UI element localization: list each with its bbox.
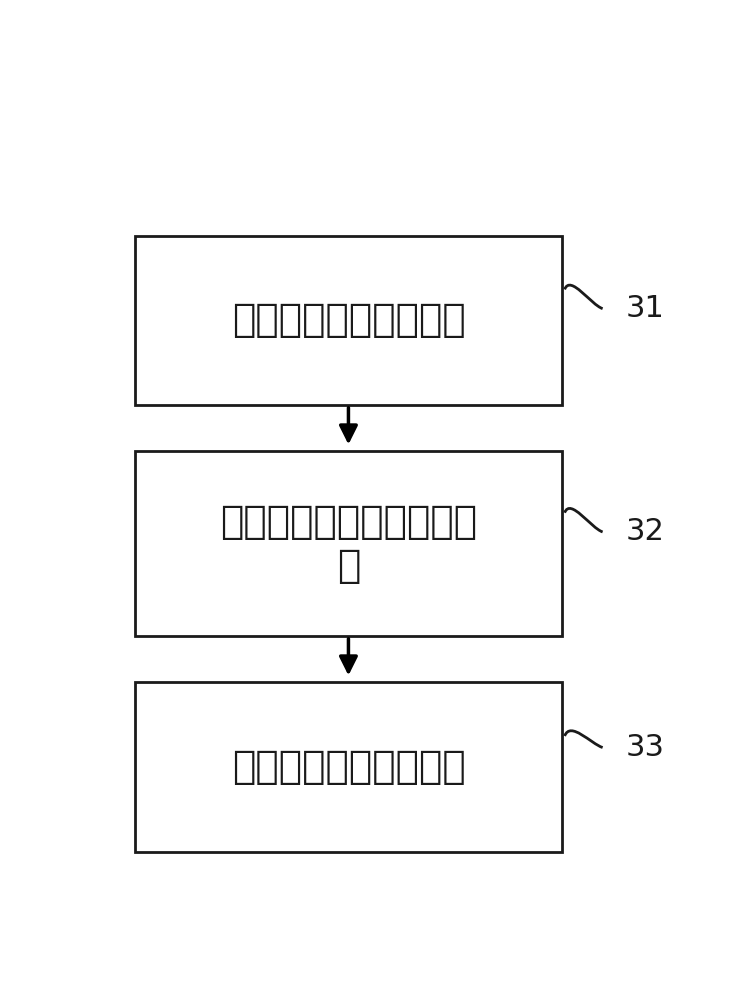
Text: 33: 33 bbox=[626, 733, 665, 762]
Text: 单元电池温度获取模块: 单元电池温度获取模块 bbox=[231, 301, 465, 339]
Text: 31: 31 bbox=[626, 294, 665, 323]
FancyBboxPatch shape bbox=[135, 451, 562, 636]
FancyBboxPatch shape bbox=[135, 682, 562, 852]
Text: 32: 32 bbox=[626, 517, 665, 546]
FancyBboxPatch shape bbox=[135, 235, 562, 405]
Text: 电池性能参数确定模块: 电池性能参数确定模块 bbox=[231, 748, 465, 786]
Text: 单元电池性能参数获取模
块: 单元电池性能参数获取模 块 bbox=[220, 502, 477, 584]
